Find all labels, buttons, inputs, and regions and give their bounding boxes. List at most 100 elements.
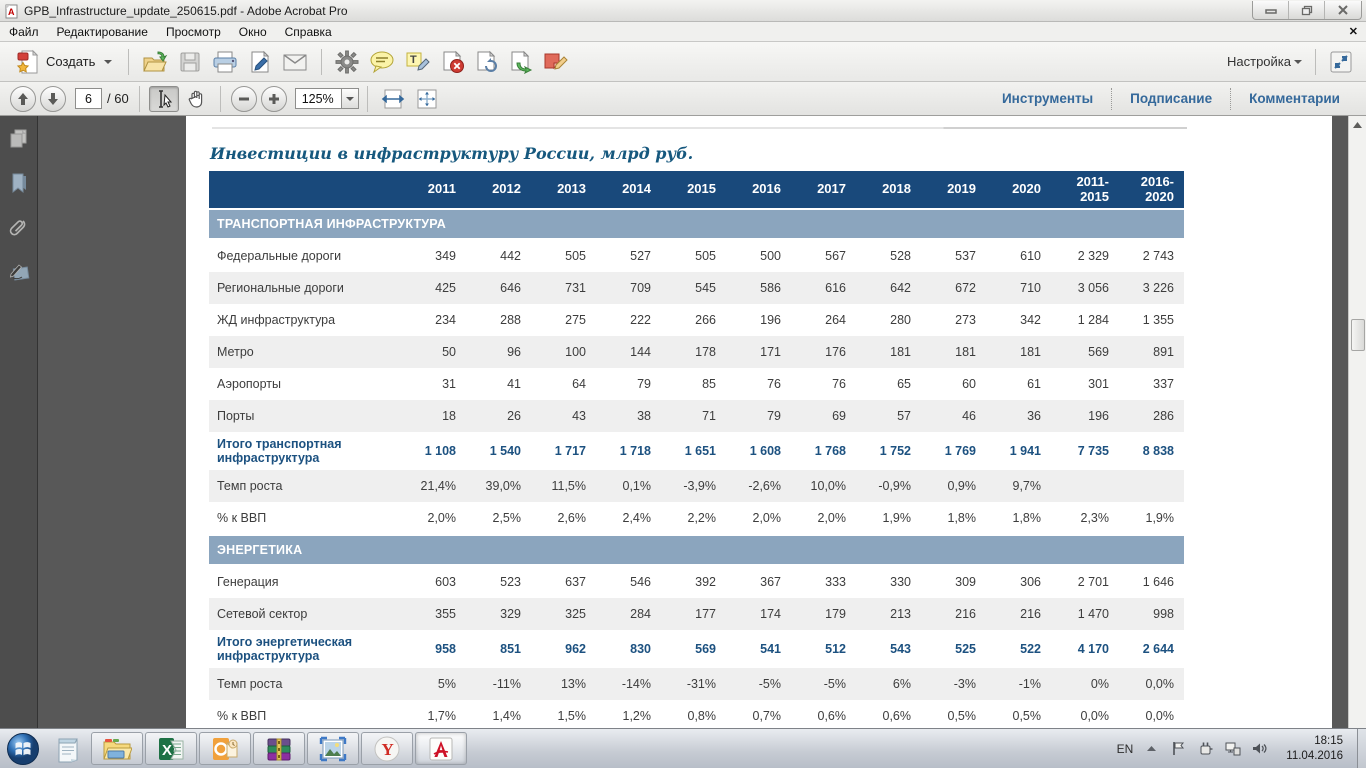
tray-expand-icon[interactable] — [1143, 740, 1160, 757]
table-cell: -3% — [953, 677, 976, 691]
restore-button[interactable] — [1289, 1, 1325, 19]
close-button[interactable] — [1325, 1, 1361, 19]
tab-tools[interactable]: Инструменты — [1001, 91, 1094, 106]
power-plug-icon[interactable] — [1197, 740, 1214, 757]
page-refresh-button[interactable] — [470, 47, 504, 77]
photo-viewer-icon[interactable] — [307, 732, 359, 765]
yandex-browser-icon[interactable]: Y — [361, 732, 413, 765]
table-cell: 181 — [1020, 345, 1041, 359]
menu-help[interactable]: Справка — [284, 24, 332, 39]
table-cell: 1,5% — [557, 709, 587, 723]
table-cell: 234 — [435, 313, 456, 327]
delete-pages-button[interactable] — [436, 47, 470, 77]
table-cell: 731 — [565, 281, 586, 295]
start-button[interactable] — [0, 729, 46, 768]
reading-mode-button[interactable] — [1324, 47, 1358, 77]
attachments-icon[interactable] — [8, 216, 30, 238]
zoom-level-input[interactable]: 125% — [294, 88, 341, 109]
notepad-icon[interactable] — [46, 729, 90, 768]
table-cell: 8 838 — [1142, 444, 1174, 458]
explorer-icon[interactable] — [91, 732, 143, 765]
scroll-up-button[interactable] — [1349, 116, 1366, 133]
excel-icon[interactable]: X — [145, 732, 197, 765]
network-icon[interactable] — [1224, 740, 1241, 757]
column-header: 2016 — [752, 181, 781, 197]
fit-page-button[interactable] — [410, 85, 444, 113]
table-cell: 18 — [442, 409, 456, 423]
gear-icon — [335, 50, 359, 73]
hand-tool-button[interactable] — [181, 86, 211, 112]
settings-button[interactable] — [330, 47, 364, 77]
open-file-button[interactable] — [137, 47, 173, 77]
acrobat-icon[interactable] — [415, 732, 467, 765]
table-cell: 76 — [767, 377, 781, 391]
winrar-icon[interactable] — [253, 732, 305, 765]
table-cell: 2 743 — [1142, 249, 1174, 263]
action-center-flag-icon[interactable] — [1170, 740, 1187, 757]
table-cell: 275 — [565, 313, 586, 327]
navigation-pane — [0, 116, 38, 728]
speaker-icon[interactable] — [1251, 740, 1268, 757]
tab-comments[interactable]: Комментарии — [1249, 91, 1340, 106]
bookmarks-icon[interactable] — [8, 172, 30, 194]
page-number-input[interactable]: 6 — [75, 88, 102, 109]
menu-view[interactable]: Просмотр — [165, 24, 221, 39]
row-label: ТРАНСПОРТНАЯ ИНФРАСТРУКТУРА — [217, 216, 446, 231]
table-cell: 642 — [890, 281, 911, 295]
customize-button[interactable]: Настройка — [1222, 51, 1307, 72]
table-cell: 76 — [832, 377, 846, 391]
pages-icon[interactable] — [8, 128, 30, 150]
menu-window[interactable]: Окно — [238, 24, 267, 39]
table-cell: -14% — [621, 677, 651, 691]
table-body: ТРАНСПОРТНАЯ ИНФРАСТРУКТУРА Федеральные д… — [209, 210, 1184, 728]
table-cell: 0,0% — [1080, 709, 1110, 723]
sign-document-button[interactable] — [243, 47, 277, 77]
note-pencil-button[interactable] — [538, 47, 574, 77]
column-header: 2016- 2020 — [1140, 173, 1174, 204]
print-button[interactable] — [207, 47, 243, 77]
highlight-text-button[interactable]: T — [400, 47, 436, 77]
previous-page-button[interactable] — [10, 85, 36, 112]
language-indicator[interactable]: EN — [1116, 741, 1134, 756]
row-label: ЖД инфраструктура — [217, 312, 336, 327]
comment-button[interactable] — [364, 47, 400, 77]
show-desktop-button[interactable] — [1357, 729, 1366, 768]
table-cell: 2 329 — [1077, 249, 1109, 263]
tab-sign[interactable]: Подписание — [1130, 91, 1213, 106]
window-controls — [1252, 1, 1362, 20]
scrollbar-thumb[interactable] — [1350, 319, 1365, 351]
page-export-icon — [511, 50, 533, 74]
table-cell: 0,0% — [1145, 709, 1175, 723]
zoom-dropdown-button[interactable] — [340, 88, 359, 109]
table-cell: 60 — [962, 377, 976, 391]
zoom-in-button[interactable] — [260, 85, 287, 112]
signatures-icon[interactable] — [8, 260, 30, 282]
table-cell: 545 — [695, 281, 716, 295]
select-tool-button[interactable] — [148, 85, 179, 112]
row-label: Темп роста — [217, 676, 283, 691]
clock[interactable]: 18:15 11.04.2016 — [1278, 734, 1351, 764]
menu-edit[interactable]: Редактирование — [56, 24, 148, 39]
table-cell: 0% — [1090, 677, 1109, 691]
vertical-scrollbar[interactable] — [1348, 116, 1366, 728]
clock-date: 11.04.2016 — [1286, 749, 1343, 762]
email-button[interactable] — [277, 48, 313, 76]
next-page-button[interactable] — [40, 85, 66, 112]
table-cell: 171 — [760, 345, 781, 359]
table-cell: 9,7% — [1012, 479, 1042, 493]
table-row: Сетевой сектор 355 329 325 284 177 174 179 213 21… — [209, 598, 1184, 630]
fit-width-button[interactable] — [376, 85, 410, 113]
table-cell: 710 — [1020, 281, 1041, 295]
create-button[interactable]: Создать — [8, 46, 120, 78]
save-button[interactable] — [173, 47, 207, 77]
page-export-button[interactable] — [504, 47, 538, 77]
table-cell: 522 — [1020, 642, 1041, 656]
close-document-icon[interactable]: ✕ — [1348, 26, 1358, 38]
minimize-button[interactable] — [1253, 1, 1289, 19]
outlook-icon[interactable] — [199, 732, 251, 765]
table-cell: 50 — [442, 345, 456, 359]
zoom-out-button[interactable] — [230, 85, 257, 112]
table-cell: 325 — [565, 607, 586, 621]
table-cell: -2,6% — [748, 479, 781, 493]
menu-file[interactable]: Файл — [9, 24, 39, 39]
